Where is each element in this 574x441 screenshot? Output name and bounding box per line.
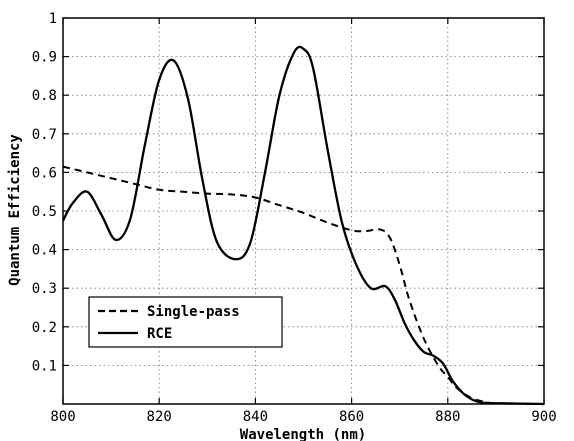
y-tick-label: 0.6 — [32, 165, 57, 181]
x-tick-label: 840 — [243, 409, 268, 425]
x-axis-label: Wavelength (nm) — [240, 427, 366, 441]
x-tick-label: 900 — [531, 409, 556, 425]
grid — [63, 18, 544, 404]
y-tick-label: 0.8 — [32, 88, 57, 104]
x-tick-label: 860 — [339, 409, 364, 425]
y-tick-label: 1 — [49, 11, 57, 27]
x-tick-label: 820 — [147, 409, 172, 425]
ticks: 800 820 840 860 880 900 0.1 0.2 0.3 0.4 0.5 0.6 0.7 0… — [32, 11, 557, 425]
y-tick-label: 0.2 — [32, 320, 57, 336]
series-line-rce — [61, 45, 545, 406]
y-tick-label: 0.4 — [32, 243, 57, 259]
y-tick-label: 0.1 — [32, 358, 57, 374]
y-tick-label: 0.9 — [32, 50, 57, 66]
y-tick-label: 0.5 — [32, 204, 57, 220]
y-axis-label: Quantum Efficiency — [7, 134, 23, 286]
legend-label-rce: RCE — [147, 326, 172, 342]
series-group — [61, 45, 545, 406]
x-tick-label: 880 — [435, 409, 460, 425]
legend: Single-pass RCE — [88, 296, 283, 348]
y-tick-label: 0.7 — [32, 127, 57, 143]
legend-box — [88, 296, 283, 348]
legend-label-single-pass: Single-pass — [147, 304, 240, 320]
y-tick-label: 0.3 — [32, 281, 57, 297]
x-tick-label: 800 — [50, 409, 75, 425]
